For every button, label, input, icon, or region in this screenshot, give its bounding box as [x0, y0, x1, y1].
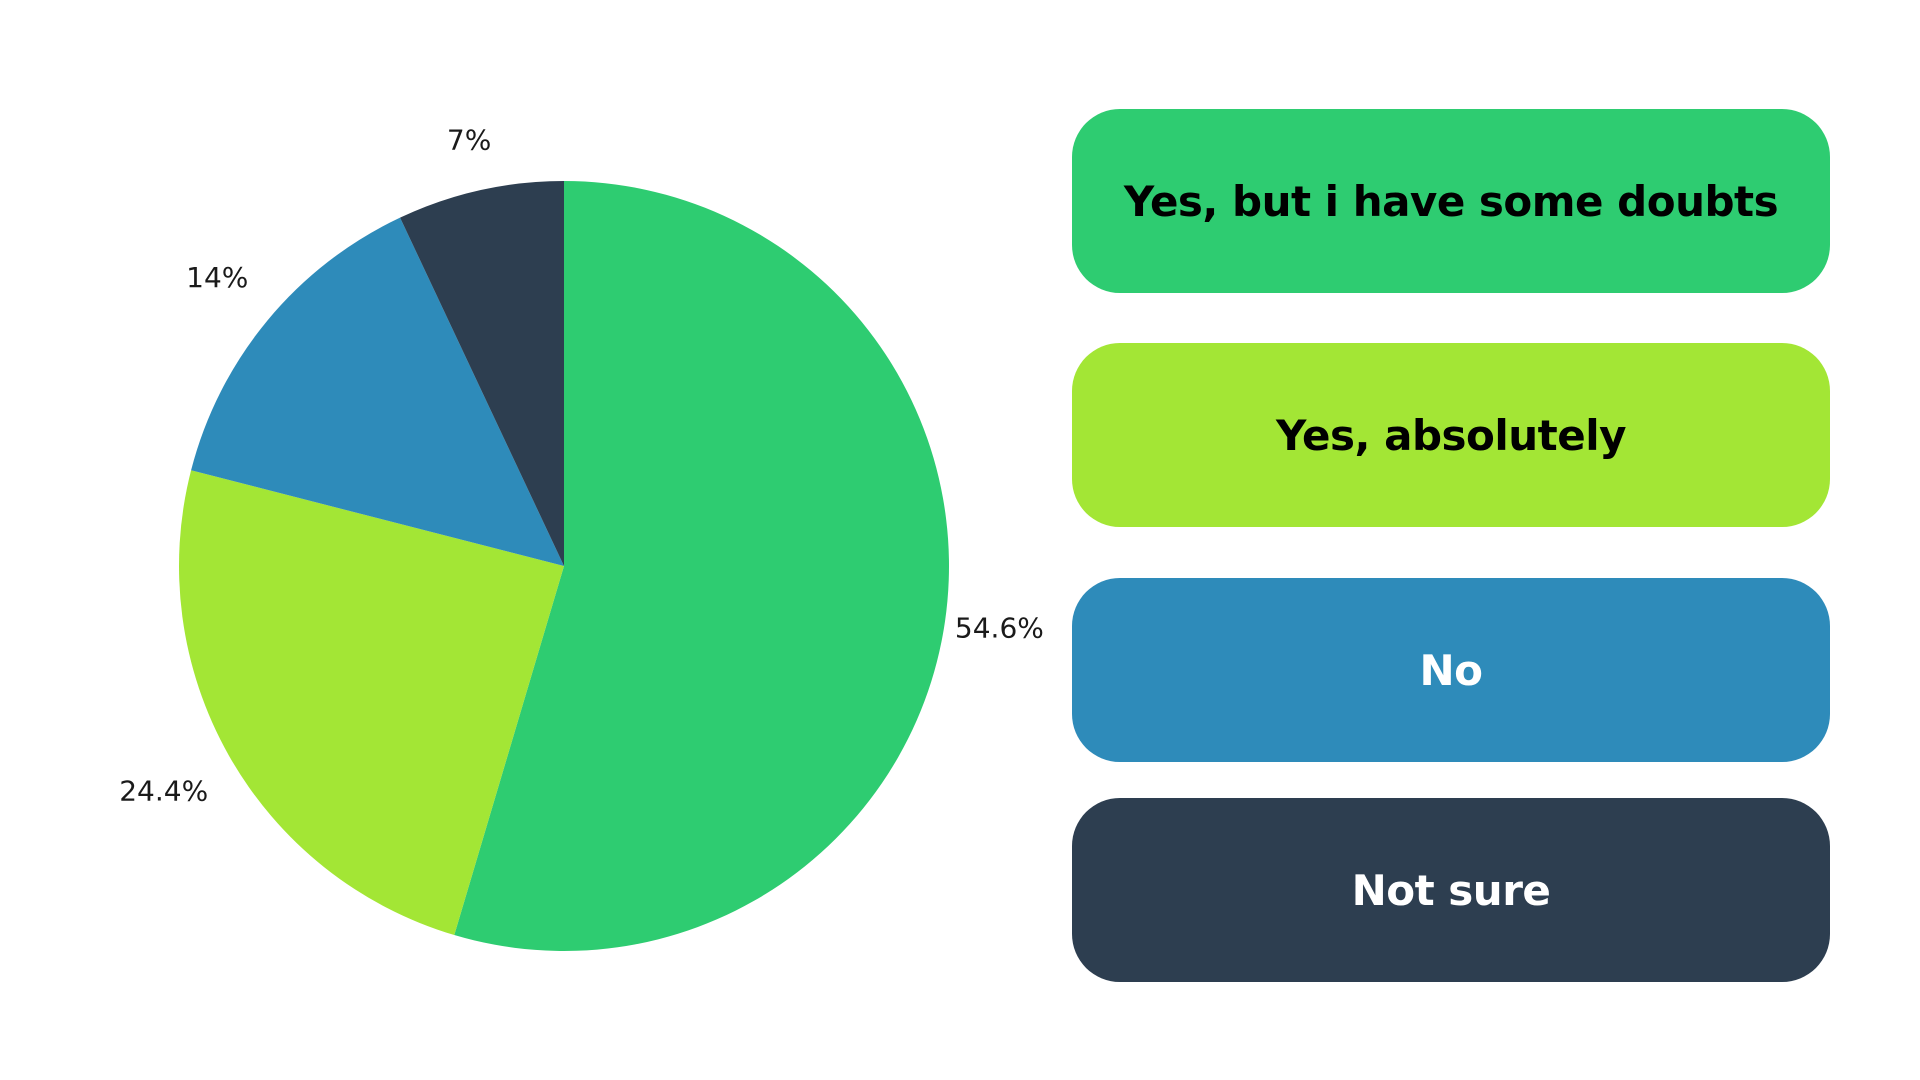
legend-item-no: No [1072, 578, 1830, 762]
pie-value-label-no: 14% [186, 261, 248, 294]
legend-item-yes-absolutely: Yes, absolutely [1072, 343, 1830, 527]
pie-slice-not-sure [400, 181, 564, 566]
pie-slice-yes-absolutely [179, 470, 565, 936]
pie-value-labels: 54.6% 24.4% 14% 7% [119, 123, 1044, 807]
legend-item-not-sure: Not sure [1072, 798, 1830, 982]
pie-value-label-yes-absolutely: 24.4% [119, 775, 208, 808]
pie-slices [179, 181, 949, 951]
legend-label: No [1419, 645, 1483, 695]
legend-label: Yes, absolutely [1275, 410, 1627, 460]
pie-value-label-yes-some-doubts: 54.6% [955, 611, 1044, 644]
legend-item-yes-some-doubts: Yes, but i have some doubts [1072, 109, 1830, 293]
legend-label: Not sure [1351, 865, 1551, 915]
pie-slice-yes-some-doubts [454, 181, 949, 951]
pie-value-label-not-sure: 7% [447, 123, 491, 156]
legend-label: Yes, but i have some doubts [1123, 176, 1779, 226]
pie-slice-no [191, 217, 564, 566]
